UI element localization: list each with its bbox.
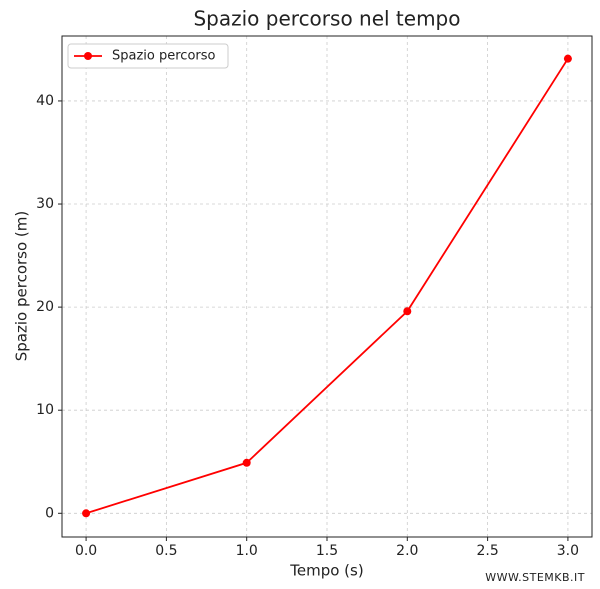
x-tick-label: 2.0	[396, 543, 418, 559]
legend-marker	[84, 52, 92, 60]
point	[82, 509, 91, 518]
x-axis-label: Tempo (s)	[289, 562, 363, 580]
chart-title: Spazio percorso nel tempo	[193, 7, 460, 31]
point	[242, 458, 251, 467]
series-line	[85, 58, 569, 515]
x-tick-label: 3.0	[557, 543, 579, 559]
y-tick-label: 0	[45, 505, 54, 521]
x-tick-label: 0.5	[155, 543, 177, 559]
x-tick-label: 1.5	[316, 543, 338, 559]
legend-label: Spazio percorso	[112, 49, 216, 64]
point	[563, 54, 572, 63]
watermark: WWW.STEMKB.IT	[485, 571, 585, 584]
x-tick-label: 0.0	[75, 543, 97, 559]
y-tick-label: 20	[36, 299, 54, 315]
y-tick-label: 10	[36, 402, 54, 418]
x-tick-label: 2.5	[476, 543, 498, 559]
legend-box	[67, 43, 229, 69]
axes-frame	[61, 35, 593, 538]
y-tick-label: 30	[36, 196, 54, 212]
y-axis-label: Spazio percorso (m)	[13, 211, 31, 361]
x-tick-label: 1.0	[236, 543, 258, 559]
point	[403, 307, 412, 316]
y-tick-label: 40	[36, 93, 54, 109]
